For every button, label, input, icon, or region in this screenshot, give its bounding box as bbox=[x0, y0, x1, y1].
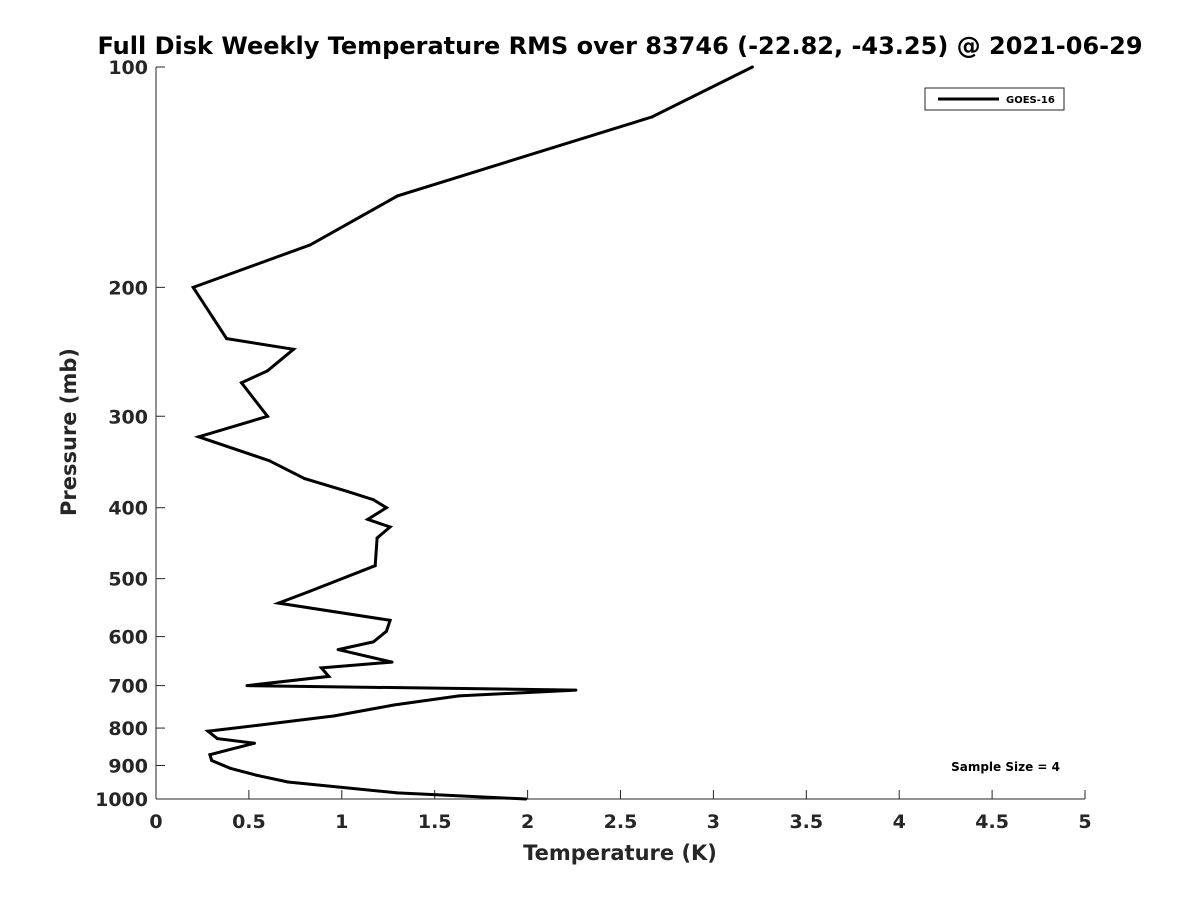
data-point bbox=[396, 791, 399, 795]
x-axis-label: Temperature (K) bbox=[523, 841, 717, 865]
data-point bbox=[392, 703, 396, 707]
legend-label-goes-16: GOES-16 bbox=[1006, 95, 1055, 106]
y-tick-label: 500 bbox=[108, 569, 148, 591]
data-point bbox=[384, 629, 388, 633]
x-tick-label: 3 bbox=[707, 811, 720, 833]
y-tick-label: 800 bbox=[108, 718, 148, 740]
data-point bbox=[253, 741, 256, 745]
x-tick-label: 5 bbox=[1078, 811, 1091, 833]
data-point bbox=[574, 688, 578, 692]
data-point bbox=[388, 525, 392, 529]
x-tick-label: 1.5 bbox=[418, 811, 452, 833]
x-tick-label: 4 bbox=[893, 811, 906, 833]
data-point bbox=[245, 684, 249, 688]
data-point bbox=[286, 780, 290, 784]
data-point bbox=[388, 618, 392, 622]
data-point bbox=[308, 589, 312, 593]
data-point bbox=[303, 477, 307, 481]
data-point bbox=[384, 506, 388, 510]
data-point bbox=[396, 194, 399, 198]
data-point bbox=[336, 648, 340, 652]
x-tick-label: 1 bbox=[335, 811, 348, 833]
chart-title: Full Disk Weekly Temperature RMS over 83… bbox=[97, 32, 1142, 60]
data-point bbox=[371, 498, 375, 502]
data-point bbox=[650, 115, 654, 119]
y-tick-label: 400 bbox=[108, 498, 148, 520]
data-point bbox=[375, 536, 379, 540]
data-point bbox=[197, 435, 201, 439]
data-point bbox=[267, 459, 271, 463]
sample-size-annotation: Sample Size = 4 bbox=[951, 760, 1060, 774]
data-point bbox=[277, 601, 281, 605]
data-point bbox=[750, 65, 754, 69]
data-point bbox=[308, 243, 312, 247]
y-ticks: 100 200 300 400 500 600 700 800 900 1000 bbox=[95, 57, 165, 811]
data-point bbox=[206, 729, 210, 733]
data-point bbox=[240, 381, 243, 385]
series-points bbox=[191, 65, 754, 801]
data-point bbox=[225, 337, 229, 341]
y-tick-label: 900 bbox=[108, 756, 148, 778]
x-tick-label: 2 bbox=[521, 811, 534, 833]
y-tick-label: 200 bbox=[108, 277, 148, 299]
data-point bbox=[327, 674, 331, 678]
x-tick-label: 0.5 bbox=[232, 811, 266, 833]
data-point bbox=[266, 369, 269, 373]
y-tick-label: 1000 bbox=[95, 789, 148, 811]
data-point bbox=[254, 773, 258, 777]
y-tick-label: 700 bbox=[108, 676, 148, 698]
data-point bbox=[210, 759, 214, 762]
data-point bbox=[366, 517, 370, 521]
x-tick-label: 2.5 bbox=[604, 811, 638, 833]
y-tick-label: 600 bbox=[108, 627, 148, 649]
data-point bbox=[256, 723, 260, 727]
x-tick-label: 3.5 bbox=[789, 811, 823, 833]
legend: GOES-16 bbox=[924, 87, 1065, 111]
x-tick-label: 0 bbox=[149, 811, 162, 833]
data-point bbox=[208, 753, 212, 757]
y-tick-label: 100 bbox=[108, 57, 148, 79]
data-point bbox=[215, 737, 219, 741]
plot-area bbox=[190, 65, 754, 801]
data-point bbox=[191, 285, 195, 289]
data-point bbox=[371, 640, 375, 644]
x-ticks: 0 0.5 1 1.5 2 2.5 3 3.5 4 4.5 5 bbox=[149, 790, 1092, 833]
data-point bbox=[390, 660, 394, 664]
data-point bbox=[228, 766, 232, 770]
y-tick-label: 300 bbox=[108, 406, 148, 428]
data-point bbox=[373, 564, 377, 568]
y-axis-label: Pressure (mb) bbox=[57, 348, 81, 516]
data-point bbox=[345, 489, 349, 493]
x-tick-label: 4.5 bbox=[975, 811, 1009, 833]
data-point bbox=[457, 694, 461, 698]
data-point bbox=[319, 666, 323, 670]
data-point bbox=[524, 797, 528, 801]
data-point bbox=[292, 347, 295, 351]
data-point bbox=[266, 414, 269, 418]
data-point bbox=[332, 714, 336, 718]
